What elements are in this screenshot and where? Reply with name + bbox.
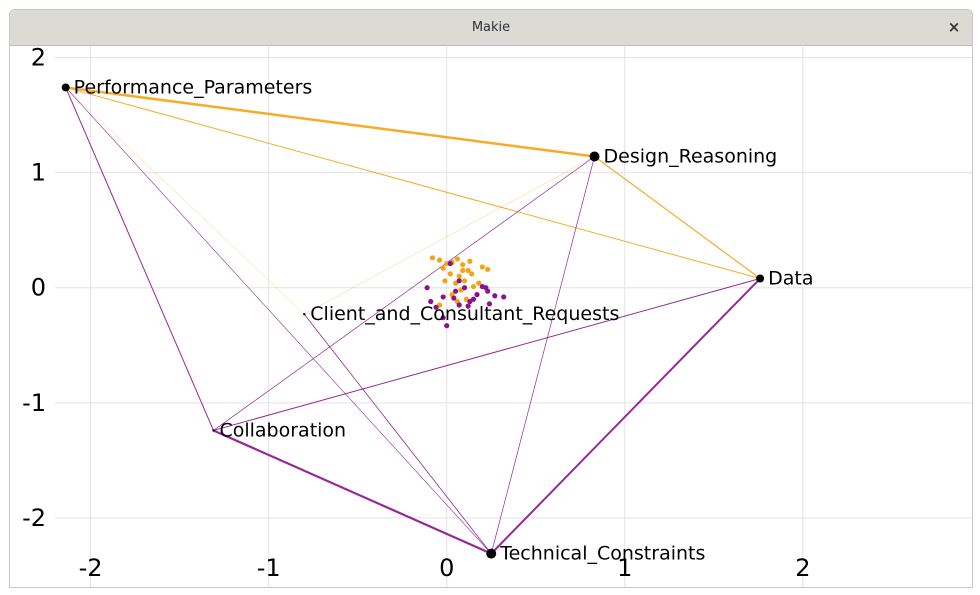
- scatter-point: [467, 258, 473, 264]
- node-marker: [756, 274, 765, 283]
- scatter-point: [428, 298, 434, 305]
- scatter-points: [424, 255, 507, 329]
- node-marker: [303, 312, 306, 316]
- scatter-point: [485, 266, 491, 272]
- node-label: Data: [768, 268, 813, 290]
- y-tick-label: 2: [31, 44, 46, 72]
- scatter-point: [444, 260, 450, 267]
- edge: [303, 313, 492, 554]
- scatter-point: [440, 265, 446, 271]
- edge: [304, 156, 595, 315]
- scatter-point: [447, 260, 453, 267]
- scatter-point: [444, 323, 450, 329]
- x-tick-label: -2: [79, 554, 103, 582]
- node-marker: [61, 83, 70, 92]
- scatter-point: [470, 296, 477, 302]
- scatter-point: [440, 294, 446, 300]
- edge: [65, 87, 214, 431]
- scatter-point: [486, 301, 493, 307]
- edges: [65, 86, 761, 555]
- y-tick-label: -1: [22, 389, 46, 417]
- edge: [490, 156, 595, 554]
- edge: [65, 87, 305, 315]
- scatter-point: [474, 292, 480, 298]
- scatter-point: [440, 315, 446, 321]
- node-label: Client_and_Consultant_Requests: [310, 303, 619, 325]
- y-tick-label: 0: [31, 274, 46, 302]
- edge: [65, 87, 492, 554]
- app-window: Makie × -2 -1 0 1 2 -2 -1 0 1 2 Performance_Param…: [9, 9, 973, 588]
- scatter-point: [454, 256, 461, 262]
- scatter-point: [456, 273, 462, 279]
- scatter-point: [483, 285, 489, 291]
- scatter-point: [479, 264, 485, 270]
- nodes: Performance_Parameters Design_Reasoning Da…: [61, 76, 813, 565]
- scatter-point: [469, 271, 475, 277]
- scatter-point: [453, 288, 459, 294]
- edge: [213, 156, 595, 431]
- x-tick-label: 0: [439, 554, 454, 582]
- scatter-point: [451, 295, 457, 301]
- node-marker: [589, 151, 600, 162]
- scatter-point: [465, 303, 471, 309]
- scatter-point: [437, 257, 443, 263]
- scatter-point: [456, 278, 462, 284]
- scatter-point: [456, 302, 462, 308]
- scatter-point: [447, 271, 453, 277]
- edge: [65, 86, 595, 158]
- node-label: Technical_Constraints: [499, 543, 705, 565]
- x-tick-label: 2: [795, 554, 810, 582]
- edge: [594, 156, 761, 279]
- window-title: Makie: [471, 20, 511, 35]
- node-label: Design_Reasoning: [604, 146, 778, 168]
- scatter-point: [460, 262, 466, 268]
- edge: [213, 278, 761, 431]
- scatter-point: [461, 278, 468, 284]
- axis-ticks: -2 -1 0 1 2 -2 -1 0 1 2: [22, 44, 810, 582]
- scatter-point: [460, 267, 466, 274]
- node-label: Collaboration: [219, 419, 346, 441]
- network-chart: -2 -1 0 1 2 -2 -1 0 1 2 Performance_Parameters Des…: [22, 44, 972, 587]
- scatter-point: [424, 285, 430, 291]
- y-tick-label: -2: [22, 504, 46, 532]
- scatter-point: [465, 267, 471, 274]
- y-tick-label: 1: [31, 159, 46, 187]
- edge: [490, 277, 761, 555]
- scatter-point: [442, 278, 448, 284]
- edge: [65, 86, 761, 279]
- node-label: Performance_Parameters: [74, 76, 313, 98]
- scatter-point: [429, 255, 436, 261]
- close-button[interactable]: ×: [947, 18, 961, 36]
- x-tick-label: 1: [617, 554, 632, 582]
- scatter-point: [470, 283, 477, 290]
- scatter-point: [492, 293, 498, 299]
- scatter-point: [461, 285, 468, 291]
- node-marker: [212, 429, 215, 432]
- scatter-point: [501, 294, 507, 300]
- edge: [213, 429, 492, 555]
- x-tick-label: -1: [257, 554, 281, 582]
- titlebar: Makie ×: [10, 10, 972, 46]
- node-marker: [486, 548, 497, 559]
- scatter-point: [476, 280, 482, 286]
- scatter-point: [433, 304, 439, 310]
